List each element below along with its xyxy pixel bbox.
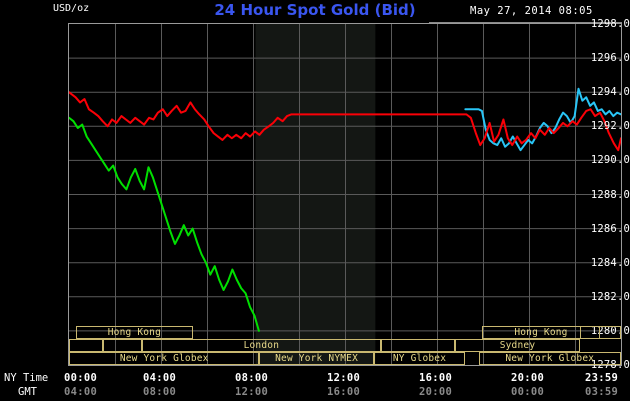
timestamp-label: May 27, 2014 08:05: [470, 5, 593, 17]
gmt_ticks-tick: 16:00: [327, 386, 361, 398]
y-axis-tick: 1290.0: [590, 154, 630, 167]
price-series-svg: [69, 24, 621, 365]
ny_ticks-tick: 23:59: [585, 372, 619, 384]
ny_ticks-tick: 08:00: [235, 372, 269, 384]
gmt_ticks-tick: 20:00: [419, 386, 453, 398]
y-axis-tick: 1282.0: [590, 290, 630, 303]
session-bar-london: London: [141, 339, 381, 352]
session-bar-new-york-nymex: New York NYMEX: [259, 352, 374, 365]
y-axis-tick: 1298.0: [590, 18, 630, 30]
ny-time-axis-label: NY Time: [4, 372, 49, 384]
gmt_ticks-tick: 00:00: [511, 386, 545, 398]
y-axis-tick: 1292.0: [590, 120, 630, 133]
session-bar: [380, 339, 456, 352]
session-bar-new-york-globex: New York Globex: [478, 352, 621, 365]
ny_ticks-tick: 16:00: [419, 372, 453, 384]
plot-area: [68, 23, 622, 366]
session-bar-ny-globex: NY Globex: [373, 352, 466, 365]
ny_ticks-tick: 00:00: [64, 372, 98, 384]
y-axis-unit-label: USD/oz: [53, 3, 90, 14]
series-line: [69, 116, 260, 332]
y-axis-tick: 1284.0: [590, 256, 630, 269]
session-bar: [69, 339, 104, 352]
ny_ticks-tick: 04:00: [143, 372, 177, 384]
ny_ticks-tick: 12:00: [327, 372, 361, 384]
y-axis-tick: 1296.0: [590, 52, 630, 65]
session-bar: [103, 339, 142, 352]
series-line: [69, 91, 621, 152]
session-bar-new-york-globex: New York Globex: [69, 352, 260, 365]
gmt_ticks-tick: 12:00: [235, 386, 269, 398]
chart-title: 24 Hour Spot Gold (Bid): [214, 1, 416, 19]
y-axis-tick: 1294.0: [590, 86, 630, 99]
gmt_ticks-tick: 04:00: [64, 386, 98, 398]
session-bar-sydney: Sydney: [455, 339, 580, 352]
gmt_ticks-tick: 08:00: [143, 386, 177, 398]
gmt_ticks-tick: 03:59: [585, 386, 619, 398]
session-bar-hong-kong: Hong Kong: [75, 326, 194, 339]
ny_ticks-tick: 20:00: [511, 372, 545, 384]
y-axis-tick: 1286.0: [590, 222, 630, 235]
series-line: [464, 87, 621, 152]
y-axis-tick: 1288.0: [590, 188, 630, 201]
gmt-axis-label: GMT: [18, 386, 37, 398]
session-bar: [579, 326, 621, 339]
session-bar-hong-kong: Hong Kong: [481, 326, 601, 339]
